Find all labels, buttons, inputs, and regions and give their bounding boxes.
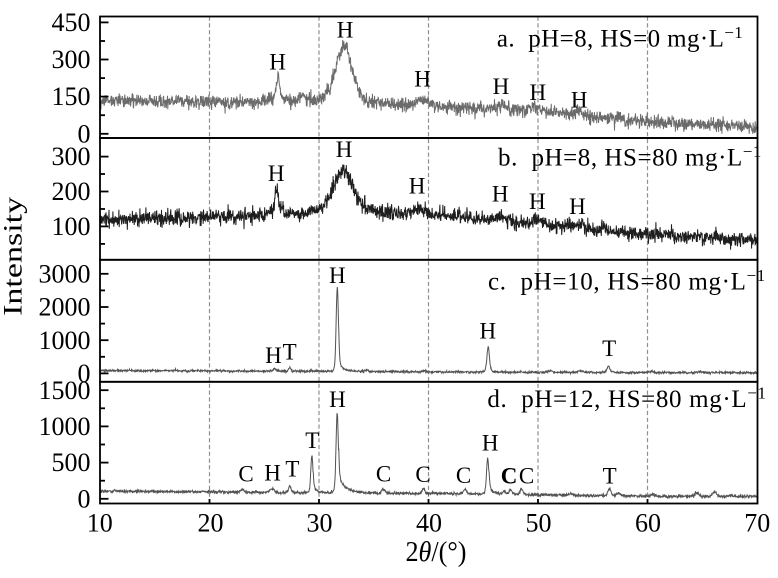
svg-text:300: 300: [52, 45, 91, 74]
svg-text:10: 10: [87, 509, 113, 538]
svg-text:2000: 2000: [39, 293, 91, 322]
svg-text:C: C: [456, 463, 471, 488]
svg-text:H: H: [269, 50, 286, 75]
svg-text:1000: 1000: [39, 326, 91, 355]
svg-text:H: H: [529, 80, 546, 105]
svg-text:20: 20: [198, 509, 224, 538]
svg-text:T: T: [602, 336, 616, 361]
svg-text:a. pH=8, HS=0 mg·L−1: a. pH=8, HS=0 mg·L−1: [497, 23, 743, 53]
svg-text:H: H: [329, 263, 346, 288]
svg-text:H: H: [336, 137, 353, 162]
svg-text:H: H: [482, 431, 499, 456]
svg-text:H: H: [493, 74, 510, 99]
svg-text:C: C: [376, 462, 391, 487]
svg-text:H: H: [569, 194, 586, 219]
svg-text:200: 200: [52, 177, 91, 206]
svg-text:30: 30: [307, 509, 333, 538]
svg-text:1500: 1500: [39, 376, 91, 405]
svg-text:b. pH=8, HS=80 mg·L−1: b. pH=8, HS=80 mg·L−1: [498, 142, 762, 172]
svg-text:300: 300: [52, 142, 91, 171]
svg-text:H: H: [264, 461, 281, 486]
svg-text:T: T: [603, 464, 617, 489]
svg-text:100: 100: [52, 212, 91, 241]
svg-text:60: 60: [635, 509, 661, 538]
svg-text:50: 50: [526, 509, 552, 538]
svg-text:d. pH=12, HS=80 mg·L−1: d. pH=12, HS=80 mg·L−1: [487, 383, 766, 413]
svg-text:0: 0: [78, 119, 91, 148]
svg-text:T: T: [305, 428, 319, 453]
svg-text:H: H: [337, 18, 354, 43]
svg-text:C: C: [519, 464, 534, 489]
svg-text:c. pH=10, HS=80 mg·L−1: c. pH=10, HS=80 mg·L−1: [488, 266, 766, 296]
svg-text:500: 500: [52, 448, 91, 477]
svg-text:H: H: [414, 67, 431, 92]
svg-text:40: 40: [416, 509, 442, 538]
svg-text:C: C: [415, 462, 430, 487]
svg-text:H: H: [409, 174, 426, 199]
svg-text:450: 450: [52, 8, 91, 37]
svg-text:C: C: [501, 464, 518, 489]
svg-text:3000: 3000: [39, 259, 91, 288]
svg-text:70: 70: [744, 509, 770, 538]
svg-text:2θ/(°): 2θ/(°): [406, 536, 467, 568]
svg-text:T: T: [285, 456, 299, 481]
svg-text:0: 0: [78, 484, 91, 513]
svg-text:Intensity: Intensity: [0, 197, 28, 316]
svg-text:0: 0: [78, 359, 91, 388]
svg-text:H: H: [329, 387, 346, 412]
svg-text:H: H: [268, 161, 285, 186]
svg-text:H: H: [492, 181, 509, 206]
svg-text:1000: 1000: [39, 412, 91, 441]
svg-text:T: T: [283, 340, 297, 365]
svg-text:150: 150: [52, 82, 91, 111]
svg-text:H: H: [265, 343, 282, 368]
svg-text:H: H: [479, 318, 496, 343]
svg-text:H: H: [529, 189, 546, 214]
svg-text:H: H: [571, 87, 588, 112]
svg-text:C: C: [238, 462, 253, 487]
